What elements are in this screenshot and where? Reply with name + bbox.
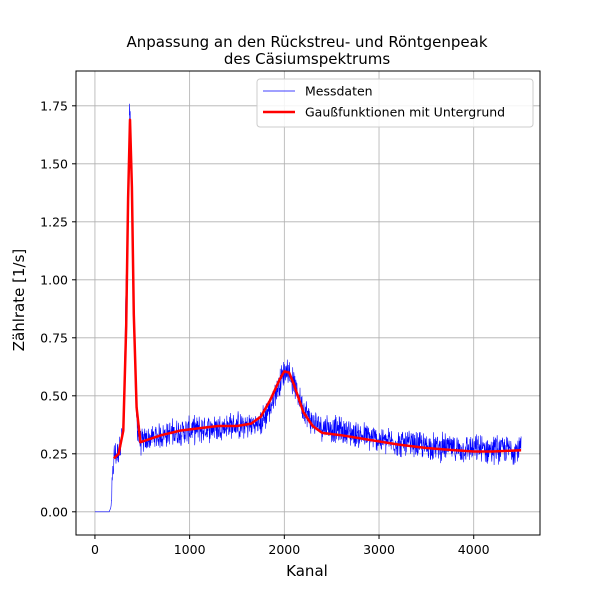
legend-box (256, 78, 534, 128)
legend-label-messdaten: Messdaten (305, 84, 373, 99)
chart-title-line-1: Anpassung an den Rückstreu- und Röntgenp… (126, 33, 487, 51)
y-tick-label: 1.50 (40, 156, 68, 171)
legend: Messdaten Gaußfunktionen mit Untergrund (256, 78, 534, 128)
y-tick-label: 0.00 (40, 504, 68, 519)
x-axis-label: Kanal (286, 562, 328, 580)
x-tick-label: 0 (91, 542, 99, 557)
x-tick-label: 3000 (363, 542, 395, 557)
grid (76, 71, 540, 535)
y-tick-label: 1.00 (40, 272, 68, 287)
ticks: 0 1000 2000 3000 4000 0.00 0.25 0.50 0.75 1.00 1.2… (40, 98, 490, 557)
y-tick-label: 1.75 (40, 98, 68, 113)
series-messdaten-line (94, 103, 522, 513)
x-tick-label: 4000 (458, 542, 490, 557)
plot-frame (75, 70, 541, 536)
series-fit-line (113, 118, 522, 460)
series-layer (94, 103, 522, 513)
chart-title-line-2: des Cäsiumspektrums (224, 50, 391, 68)
x-tick-label: 1000 (174, 542, 206, 557)
y-tick-label: 0.25 (40, 446, 68, 461)
legend-label-fit: Gaußfunktionen mit Untergrund (305, 105, 505, 120)
x-tick-label: 2000 (268, 542, 300, 557)
y-tick-label: 0.50 (40, 388, 68, 403)
y-axis-label: Zählrate [1/s] (10, 249, 28, 352)
y-tick-label: 1.25 (40, 214, 68, 229)
y-tick-label: 0.75 (40, 330, 68, 345)
